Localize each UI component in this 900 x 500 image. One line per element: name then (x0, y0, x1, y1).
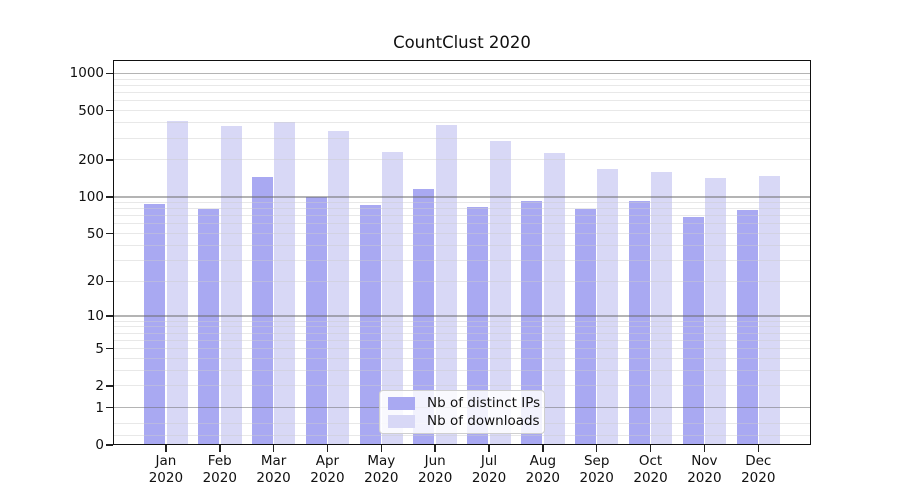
x-axis-month-label: Jan 2020 (148, 453, 184, 486)
minor-gridline (113, 92, 811, 94)
x-axis-month-label: Nov 2020 (687, 453, 722, 486)
bar-downloads-feb (220, 126, 242, 445)
y-tick-mark (106, 196, 113, 198)
bar-distinct-ips-may (359, 204, 381, 445)
legend-item-downloads: Nb of downloads (388, 413, 540, 429)
x-tick-mark (703, 445, 706, 452)
legend-swatch-distinct-ips (388, 396, 415, 410)
y-axis-tick-label: 200 (78, 151, 104, 168)
minor-gridline (113, 137, 811, 139)
bar-distinct-ips-mar (251, 176, 273, 445)
x-tick-mark (326, 445, 329, 452)
y-tick-mark (106, 232, 113, 235)
x-axis-month-label: Aug 2020 (525, 453, 561, 486)
minor-gridline (113, 84, 811, 86)
y-axis-tick-label: 1000 (69, 65, 104, 82)
x-axis-month-label: Oct 2020 (633, 453, 668, 486)
y-axis-tick-label: 10 (86, 308, 104, 325)
bar-downloads-apr (328, 130, 350, 445)
legend-swatch-downloads (388, 414, 415, 428)
x-tick-mark (165, 445, 167, 452)
x-tick-mark (434, 445, 436, 452)
x-tick-mark (272, 445, 275, 452)
x-tick-mark (488, 445, 490, 452)
x-tick-mark (595, 445, 598, 452)
x-tick-mark (380, 445, 383, 452)
y-axis-tick-label: 0 (95, 437, 104, 453)
bar-downloads-may (382, 151, 404, 445)
bar-distinct-ips-nov (682, 217, 704, 445)
legend-item-distinct-ips: Nb of distinct IPs (388, 395, 540, 411)
bar-distinct-ips-apr (305, 196, 327, 445)
bar-downloads-aug (543, 153, 565, 445)
bar-distinct-ips-dec (736, 210, 758, 445)
y-tick-mark (106, 159, 113, 161)
y-axis-tick-label: 50 (86, 225, 104, 242)
bar-downloads-dec (759, 175, 780, 445)
y-tick-mark (106, 385, 113, 387)
bar-downloads-oct (651, 171, 673, 445)
x-tick-mark (219, 445, 221, 452)
y-tick-mark (106, 444, 113, 446)
bar-distinct-ips-sep (574, 208, 596, 445)
minor-gridline (113, 100, 811, 102)
minor-gridline (113, 110, 811, 112)
x-axis-month-label: Jun 2020 (417, 453, 453, 486)
x-axis-month-label: May 2020 (364, 453, 399, 486)
y-axis-tick-label: 5 (95, 340, 104, 357)
y-tick-mark (106, 315, 113, 317)
bar-distinct-ips-jun (413, 189, 435, 445)
bar-downloads-nov (705, 178, 727, 445)
x-axis-month-label: Mar 2020 (256, 453, 291, 486)
y-tick-mark (106, 280, 113, 283)
bar-downloads-jun (435, 125, 457, 445)
y-axis-tick-label: 100 (78, 188, 104, 205)
minor-gridline (113, 122, 811, 124)
y-tick-mark (106, 72, 113, 75)
y-tick-mark (106, 406, 113, 409)
bar-downloads-sep (597, 169, 619, 445)
y-tick-mark (106, 347, 113, 350)
bar-distinct-ips-jan (144, 203, 166, 445)
y-tick-mark (106, 109, 113, 112)
bar-downloads-mar (274, 122, 296, 445)
bar-distinct-ips-oct (628, 201, 650, 445)
x-axis-month-label: Sep 2020 (579, 453, 614, 486)
bar-distinct-ips-feb (198, 208, 219, 445)
x-axis-month-label: Jul 2020 (471, 453, 507, 486)
x-tick-mark (542, 445, 544, 452)
x-tick-mark (757, 445, 759, 452)
y-axis-tick-label: 2 (95, 377, 104, 394)
legend-label-downloads: Nb of downloads (427, 413, 540, 429)
legend: Nb of distinct IPs Nb of downloads (379, 390, 545, 434)
bar-distinct-ips-aug (521, 200, 543, 445)
y-axis-tick-label: 20 (86, 273, 104, 290)
y-axis-tick-label: 1 (95, 399, 104, 416)
bar-distinct-ips-jul (467, 207, 489, 445)
bar-downloads-jan (166, 120, 188, 445)
x-tick-mark (649, 445, 652, 452)
chart-title: CountClust 2020 (393, 33, 531, 52)
bar-downloads-jul (489, 141, 511, 445)
major-gridline (113, 72, 811, 75)
x-axis-month-label: Apr 2020 (310, 453, 345, 486)
legend-label-distinct-ips: Nb of distinct IPs (427, 395, 541, 411)
x-axis-month-label: Feb 2020 (202, 453, 237, 486)
minor-gridline (113, 78, 811, 80)
x-axis-month-label: Dec 2020 (741, 453, 776, 486)
y-axis-tick-label: 500 (78, 102, 104, 119)
minor-gridline (113, 159, 811, 161)
